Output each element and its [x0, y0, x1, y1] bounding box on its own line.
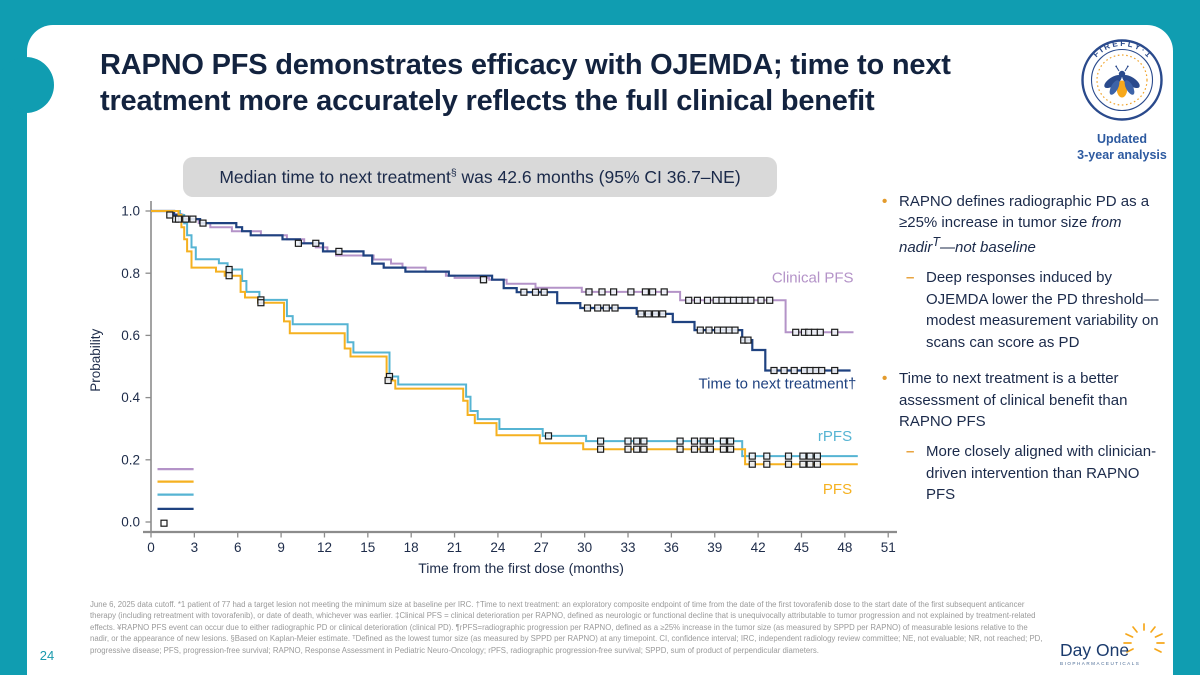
sunburst-icon: [1123, 623, 1165, 653]
bullet-rapno-definition: • RAPNO defines radiographic PD as a ≥25…: [882, 191, 1164, 258]
badge-subtitle-line1: Updated: [1097, 132, 1147, 146]
svg-text:21: 21: [447, 540, 462, 555]
logo-wordmark: Day One: [1060, 640, 1129, 660]
svg-text:1.0: 1.0: [121, 204, 140, 219]
svg-text:9: 9: [277, 540, 285, 555]
left-edge-notch: [0, 57, 54, 113]
svg-text:15: 15: [360, 540, 375, 555]
bullet-ttnt-better: • Time to next treatment is a better ass…: [882, 368, 1164, 432]
svg-text:36: 36: [664, 540, 679, 555]
svg-text:Time from the first dose (mont: Time from the first dose (months): [418, 560, 624, 576]
svg-text:Clinical PFS: Clinical PFS: [772, 270, 854, 287]
svg-text:3: 3: [191, 540, 199, 555]
svg-text:48: 48: [837, 540, 852, 555]
footnotes: June 6, 2025 data cutoff. *1 patient of …: [90, 600, 1043, 655]
svg-text:42: 42: [751, 540, 766, 555]
svg-text:24: 24: [490, 540, 506, 555]
subbullet-clinician-aligned: – More closely aligned with clinician-dr…: [906, 441, 1164, 505]
firefly-1-seal-icon: F I R E F L Y · 1: [1081, 39, 1163, 121]
slide-content-panel: [27, 25, 1173, 675]
bullet-dot: •: [882, 370, 888, 388]
badge-subtitle-line2: 3-year analysis: [1077, 148, 1167, 163]
svg-text:33: 33: [620, 540, 635, 555]
subbullet-deep-responses: – Deep responses induced by OJEMDA lower…: [906, 267, 1164, 353]
dash-mark: –: [906, 269, 915, 287]
logo-subtext: BIOPHARMACEUTICALS: [1060, 661, 1140, 666]
svg-text:Time to next treatment†: Time to next treatment†: [699, 375, 857, 392]
svg-text:0.0: 0.0: [121, 515, 140, 530]
svg-text:0.8: 0.8: [121, 266, 140, 281]
firefly-badge: F I R E F L Y · 1 Updated 3-year analysi…: [1072, 38, 1172, 164]
callout-sup: §: [450, 166, 457, 179]
firefly-icon: [1104, 65, 1140, 98]
page-number: 24: [39, 648, 55, 663]
svg-text:30: 30: [577, 540, 592, 555]
svg-text:45: 45: [794, 540, 809, 555]
svg-text:18: 18: [404, 540, 419, 555]
svg-text:0.6: 0.6: [121, 328, 140, 343]
median-ttnt-callout: Median time to next treatment§ was 42.6 …: [183, 157, 777, 197]
svg-text:51: 51: [881, 540, 896, 555]
callout-suffix: was 42.6 months (95% CI 36.7–NE): [456, 166, 741, 187]
km-chart: 0 3 6 9 12 15 18 21 24 27 30 33 36 39 42 45 48 510.00.20.…: [88, 201, 897, 576]
svg-text:0: 0: [147, 540, 155, 555]
svg-text:Probability: Probability: [88, 329, 103, 392]
svg-text:PFS: PFS: [823, 481, 852, 498]
dayone-logo: Day One BIOPHARMACEUTICALS: [1060, 623, 1165, 666]
svg-text:0.2: 0.2: [121, 452, 140, 467]
callout-text: Median time to next treatment: [219, 166, 451, 187]
svg-text:0.4: 0.4: [121, 390, 140, 405]
svg-text:6: 6: [234, 540, 242, 555]
page-title: RAPNO PFS demonstrates efficacy with OJE…: [100, 49, 951, 117]
svg-text:27: 27: [534, 540, 549, 555]
dash-mark: –: [906, 443, 915, 461]
key-points-panel: • RAPNO defines radiographic PD as a ≥25…: [882, 191, 1164, 521]
svg-text:rPFS: rPFS: [818, 428, 852, 445]
bullet-dot: •: [882, 193, 888, 210]
svg-text:12: 12: [317, 540, 332, 555]
svg-text:39: 39: [707, 540, 722, 555]
